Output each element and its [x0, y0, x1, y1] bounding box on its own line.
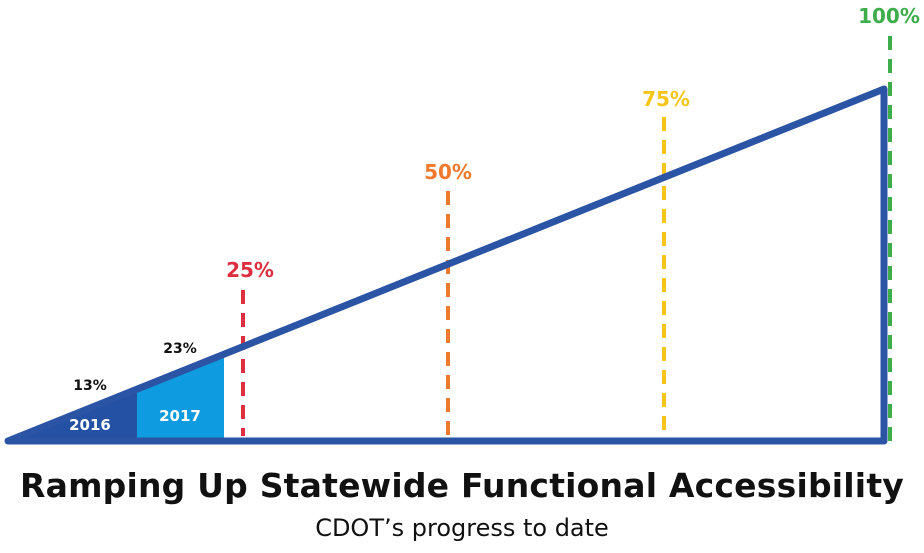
ramp-outline [4, 85, 888, 445]
milestone-75-label: 75% [642, 87, 690, 111]
segment-2016-progress-label: 13% [73, 378, 107, 394]
diagram-title: Ramping Up Statewide Functional Accessib… [19, 466, 904, 505]
segment-2017 [137, 352, 224, 441]
segment-2017-progress-label: 23% [163, 341, 197, 357]
milestone-50-label: 50% [424, 160, 472, 184]
diagram-subtitle: CDOT’s progress to date [315, 514, 609, 542]
milestone-100-label: 100% [858, 4, 920, 28]
segment-2017-year-label: 2017 [159, 407, 201, 425]
ramp-diagram: 25% 50% 75% 100% 13% 23% 2016 2017 [4, 4, 920, 445]
segment-2016-year-label: 2016 [69, 416, 111, 434]
milestone-25-label: 25% [226, 258, 274, 282]
